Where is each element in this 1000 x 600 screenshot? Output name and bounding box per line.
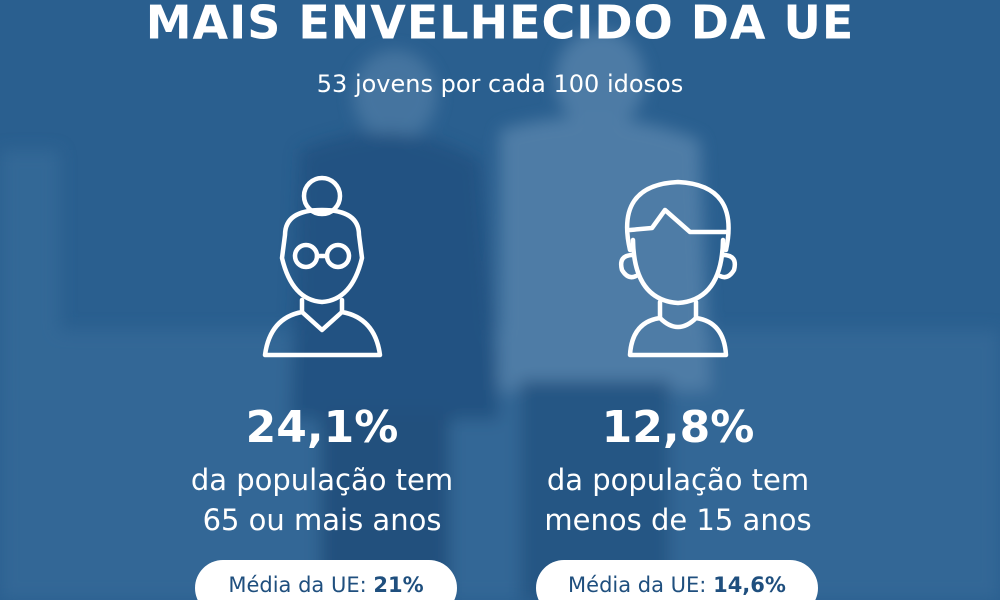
- eu-average-value: 14,6%: [713, 573, 786, 597]
- stat-value: 24,1%: [246, 402, 399, 453]
- eu-average-label: Média da UE:: [228, 573, 366, 597]
- stat-description: da população tem: [547, 463, 809, 497]
- eu-average-label: Média da UE:: [568, 573, 706, 597]
- subtitle: 53 jovens por cada 100 idosos: [317, 70, 683, 98]
- pill: [536, 560, 818, 600]
- title: MAIS ENVELHECIDO DA UE: [146, 0, 855, 50]
- child-icon: [618, 179, 738, 358]
- stat-description: 65 ou mais anos: [203, 503, 442, 537]
- eu-average: Média da UE: 21%: [228, 573, 423, 597]
- stat-description: menos de 15 anos: [544, 503, 811, 537]
- eu-average-value: 21%: [373, 573, 423, 597]
- elderly-icon: [262, 175, 383, 358]
- pill: [195, 560, 457, 600]
- stat-left: 24,1% da população tem 65 ou mais anos M…: [191, 402, 457, 600]
- stat-right: 12,8% da população tem menos de 15 anos …: [536, 402, 818, 600]
- stat-value: 12,8%: [602, 402, 755, 453]
- eu-average: Média da UE: 14,6%: [568, 573, 786, 597]
- stat-description: da população tem: [191, 463, 453, 497]
